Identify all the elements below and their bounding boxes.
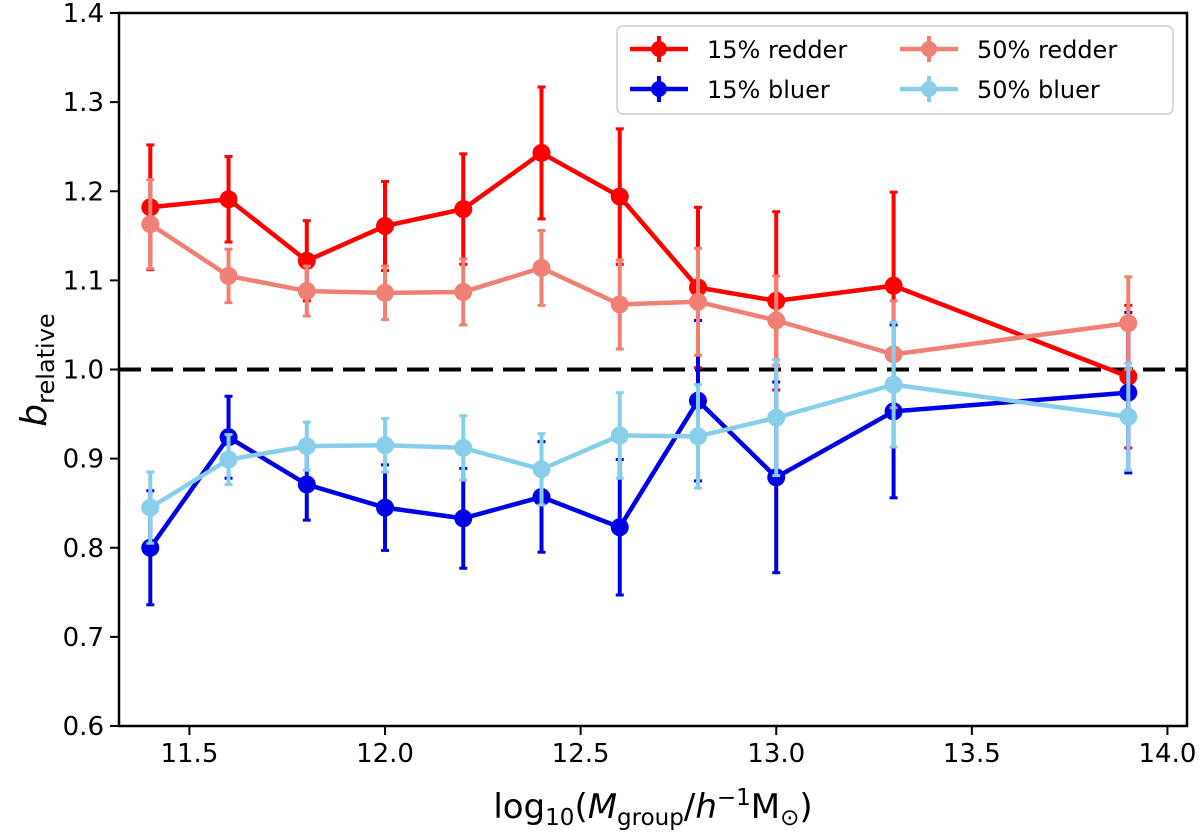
data-point	[884, 375, 903, 394]
data-point	[454, 282, 473, 301]
legend-entry: 15% bluer	[630, 76, 830, 104]
legend-entry: 15% redder	[630, 36, 847, 64]
data-point	[532, 460, 551, 479]
data-point	[532, 258, 551, 277]
data-point	[610, 187, 629, 206]
data-point	[141, 538, 160, 557]
x-tick-label: 12.0	[356, 739, 414, 769]
data-point	[1119, 407, 1138, 426]
data-point	[141, 215, 160, 234]
y-tick-label: 0.6	[63, 712, 104, 742]
series-15-bluer	[141, 310, 1138, 607]
y-tick-label: 1.3	[63, 88, 104, 118]
data-point	[532, 143, 551, 162]
data-point	[219, 450, 238, 469]
legend-label: 15% bluer	[707, 76, 830, 104]
x-tick-label: 13.0	[747, 739, 805, 769]
legend-label: 50% bluer	[977, 76, 1100, 104]
data-point	[376, 436, 395, 455]
x-tick-label: 13.5	[943, 739, 1001, 769]
data-point	[454, 200, 473, 219]
data-point	[767, 468, 786, 487]
legend: 15% redder 15% bluer 50% redder 50% bluer	[616, 25, 1174, 115]
data-point	[610, 426, 629, 445]
legend-frame	[616, 25, 1174, 115]
data-point	[610, 518, 629, 537]
data-point	[688, 427, 707, 446]
data-point	[297, 437, 316, 456]
legend-swatch-marker	[921, 41, 937, 57]
legend-swatch-marker	[651, 41, 667, 57]
y-tick-label: 1.1	[63, 266, 104, 296]
y-tick-label: 0.9	[63, 445, 104, 475]
y-tick-label: 1.2	[63, 177, 104, 207]
data-point	[297, 282, 316, 301]
legend-entry: 50% bluer	[900, 76, 1100, 104]
series-50-redder	[141, 178, 1138, 410]
x-tick-label: 11.5	[160, 739, 218, 769]
data-point	[297, 251, 316, 270]
x-tick-label: 14.0	[1138, 739, 1196, 769]
series-15-redder	[141, 85, 1138, 450]
x-tick-label: 12.5	[552, 739, 610, 769]
series-50-bluer	[141, 320, 1138, 545]
data-point	[454, 438, 473, 457]
data-point	[297, 475, 316, 494]
x-axis-title: log10(Mgroup/h−1M⊙)	[493, 785, 812, 831]
legend-swatch-marker	[921, 81, 937, 97]
y-tick-label: 0.7	[63, 623, 104, 653]
y-axis-title: brelative	[14, 313, 60, 426]
data-point	[1119, 314, 1138, 333]
data-point	[376, 217, 395, 236]
y-tick-label: 0.8	[63, 534, 104, 564]
data-point	[610, 295, 629, 314]
legend-swatch-marker	[651, 81, 667, 97]
data-point	[688, 292, 707, 311]
data-point	[219, 190, 238, 209]
series-line	[148, 390, 1129, 550]
y-tick-label: 1.0	[63, 356, 104, 386]
data-point	[454, 509, 473, 528]
data-point	[141, 498, 160, 517]
legend-label: 15% redder	[707, 36, 847, 64]
y-tick-label: 1.4	[63, 0, 104, 29]
data-point	[767, 408, 786, 427]
data-point	[219, 266, 238, 285]
tick-layer: 11.5 12.0 12.5 13.0 13.5 14.0 0.6 0.7 0.8 0.9 1.0 1…	[63, 0, 1197, 769]
data-point	[767, 311, 786, 330]
legend-entry: 50% redder	[900, 36, 1117, 64]
data-point	[884, 276, 903, 295]
legend-label: 50% redder	[977, 36, 1117, 64]
series-layer	[141, 85, 1138, 607]
data-point	[376, 283, 395, 302]
series-line	[149, 222, 1129, 357]
data-point	[376, 498, 395, 517]
